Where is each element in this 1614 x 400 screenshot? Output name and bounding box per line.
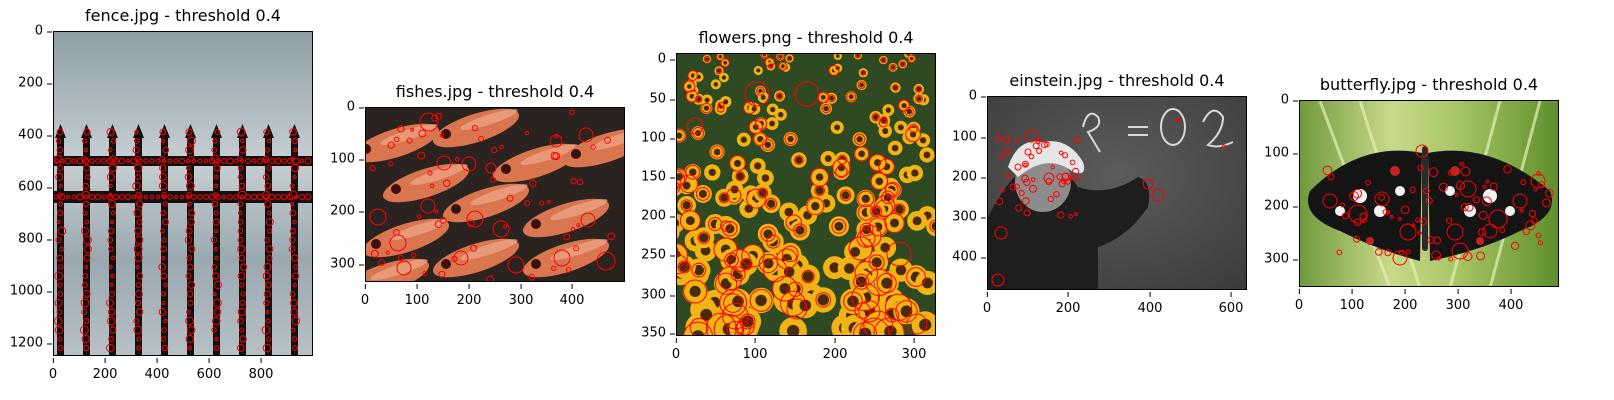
x-tick-label: 0 (48, 358, 58, 382)
y-tick-label: 300 (330, 256, 364, 272)
y-tick-label: 200 (330, 203, 364, 219)
y-tick-label: 0 (346, 99, 365, 115)
y-tick-label: 200 (1264, 198, 1298, 214)
panel-title: fence.jpg - threshold 0.4 (85, 6, 281, 25)
y-tick-label: 200 (952, 169, 986, 185)
x-tick-label: 200 (456, 284, 482, 308)
x-tick-label: 0 (671, 338, 681, 362)
y-tick-label: 300 (641, 287, 675, 303)
x-tick-label: 600 (196, 358, 222, 382)
y-tick-label: 100 (641, 130, 675, 146)
image-flowers (676, 53, 936, 336)
panel-title: einstein.jpg - threshold 0.4 (1009, 71, 1225, 90)
x-tick-label: 100 (742, 338, 768, 362)
y-tick-label: 100 (952, 129, 986, 145)
image-einstein (987, 96, 1247, 290)
y-tick-label: 50 (649, 91, 675, 107)
x-tick-label: 800 (248, 358, 274, 382)
x-tick-label: 300 (508, 284, 534, 308)
y-tick-label: 200 (18, 75, 52, 91)
x-tick-label: 400 (144, 358, 170, 382)
x-tick-label: 200 (1055, 292, 1081, 316)
y-tick-label: 800 (18, 231, 52, 247)
x-tick-label: 400 (1137, 292, 1163, 316)
panel-butterfly: butterfly.jpg - threshold 0.4 (1264, 75, 1559, 313)
y-tick-label: 150 (641, 169, 675, 185)
x-tick-label: 200 (1392, 289, 1418, 313)
y-tick-label: 400 (952, 249, 986, 265)
y-tick-label: 0 (1280, 92, 1299, 108)
image-fence (53, 31, 313, 356)
panel-title: flowers.png - threshold 0.4 (698, 28, 914, 47)
x-tick-label: 100 (404, 284, 430, 308)
x-tick-label: 0 (982, 292, 992, 316)
x-tick-label: 600 (1218, 292, 1244, 316)
panel-title: butterfly.jpg - threshold 0.4 (1319, 75, 1539, 94)
panel-fence: fence.jpg - threshold 0.4 0 200 400 600 800 1… (10, 6, 313, 382)
x-tick-label: 400 (1498, 289, 1524, 313)
x-tick-label: 300 (1445, 289, 1471, 313)
image-fishes (365, 107, 625, 282)
y-tick-label: 1000 (9, 283, 53, 299)
y-tick-label: 1200 (9, 335, 53, 351)
y-tick-label: 400 (18, 127, 52, 143)
y-tick-label: 0 (968, 88, 987, 104)
x-tick-label: 200 (822, 338, 848, 362)
y-tick-label: 200 (641, 208, 675, 224)
y-tick-label: 300 (952, 209, 986, 225)
panel-einstein: einstein.jpg - threshold 0.4 (952, 71, 1247, 316)
y-tick-label: 350 (641, 325, 675, 341)
y-tick-label: 300 (1264, 251, 1298, 267)
x-tick-label: 0 (1294, 289, 1304, 313)
y-tick-label: 0 (34, 23, 53, 39)
image-butterfly (1299, 100, 1559, 287)
y-tick-label: 0 (657, 51, 676, 67)
y-tick-label: 100 (1264, 145, 1298, 161)
panel-fishes: fishes.jpg - threshold 0.4 0 100 200 300 0 10… (330, 82, 625, 308)
y-tick-label: 600 (18, 179, 52, 195)
panel-flowers: flowers.png - threshold 0.4 0 50 100 150 200… (641, 28, 936, 362)
panel-title: fishes.jpg - threshold 0.4 (395, 82, 595, 101)
x-tick-label: 100 (1339, 289, 1365, 313)
x-tick-label: 400 (559, 284, 585, 308)
x-tick-label: 0 (360, 284, 370, 308)
y-tick-label: 250 (641, 247, 675, 263)
y-tick-label: 100 (330, 151, 364, 167)
x-tick-label: 300 (901, 338, 927, 362)
x-tick-label: 200 (92, 358, 118, 382)
